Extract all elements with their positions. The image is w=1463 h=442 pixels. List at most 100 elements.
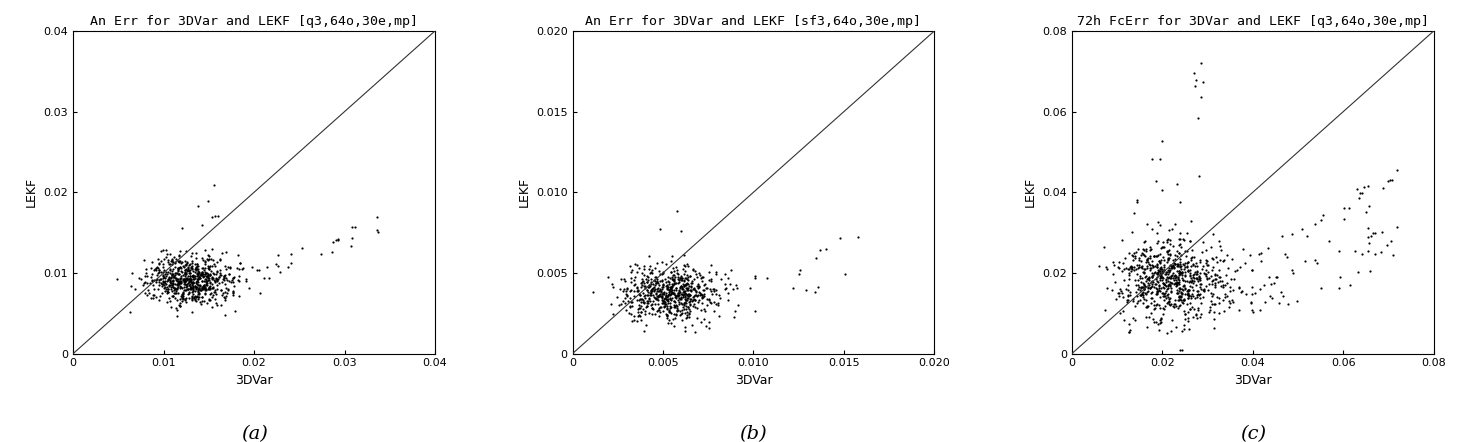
Point bbox=[1229, 289, 1252, 296]
Point bbox=[661, 280, 685, 287]
Point bbox=[1176, 279, 1200, 286]
Point bbox=[1135, 275, 1159, 282]
Point bbox=[1197, 275, 1220, 282]
Point bbox=[1144, 269, 1167, 276]
Point bbox=[1129, 258, 1153, 265]
Point bbox=[1121, 252, 1144, 259]
Point bbox=[244, 266, 268, 273]
Point bbox=[1213, 294, 1236, 301]
Point bbox=[674, 297, 698, 304]
Point bbox=[1128, 261, 1151, 268]
Point bbox=[676, 277, 699, 284]
Point bbox=[177, 288, 200, 295]
Text: (c): (c) bbox=[1239, 425, 1265, 442]
Point bbox=[165, 296, 189, 303]
Point bbox=[794, 286, 818, 293]
Point bbox=[199, 271, 222, 278]
Point bbox=[1159, 252, 1182, 259]
Point bbox=[168, 267, 192, 274]
Point bbox=[200, 285, 224, 292]
Point bbox=[190, 278, 214, 285]
Point bbox=[187, 286, 211, 293]
Point bbox=[198, 252, 221, 259]
Point bbox=[672, 301, 695, 309]
Point bbox=[1160, 263, 1184, 270]
Point bbox=[1129, 262, 1153, 269]
Point bbox=[669, 291, 692, 298]
Point bbox=[1153, 256, 1176, 263]
Point bbox=[1208, 277, 1232, 284]
Point bbox=[1147, 288, 1170, 295]
Point bbox=[1151, 305, 1175, 312]
Point bbox=[670, 294, 693, 301]
Point bbox=[1327, 248, 1350, 255]
Point bbox=[1371, 185, 1394, 192]
Point bbox=[669, 282, 692, 289]
Point bbox=[152, 274, 176, 281]
Point bbox=[628, 301, 651, 308]
Point bbox=[613, 285, 636, 292]
Point bbox=[1170, 283, 1194, 290]
Point bbox=[1122, 249, 1146, 256]
Point bbox=[657, 316, 680, 324]
Point bbox=[667, 287, 691, 294]
Point bbox=[173, 283, 196, 290]
Point bbox=[341, 224, 364, 231]
Point bbox=[149, 257, 173, 264]
Point bbox=[202, 256, 225, 263]
Point bbox=[167, 252, 190, 259]
Point bbox=[1157, 267, 1181, 274]
Point bbox=[1157, 255, 1181, 262]
Point bbox=[1239, 298, 1263, 305]
Point bbox=[631, 290, 654, 297]
Point bbox=[178, 277, 202, 284]
Point bbox=[170, 284, 193, 291]
Point bbox=[691, 292, 714, 299]
Point bbox=[714, 271, 737, 278]
Point bbox=[1124, 316, 1147, 324]
Point bbox=[1337, 204, 1361, 211]
Point bbox=[178, 276, 202, 283]
Point bbox=[200, 269, 224, 276]
Point bbox=[1141, 258, 1165, 265]
Point bbox=[704, 271, 727, 278]
Point bbox=[181, 285, 205, 292]
Point bbox=[1144, 285, 1167, 292]
Point bbox=[670, 316, 693, 323]
Point bbox=[184, 274, 208, 282]
Point bbox=[1179, 305, 1203, 312]
Point bbox=[639, 292, 663, 299]
Point bbox=[698, 319, 721, 326]
Point bbox=[1178, 286, 1201, 293]
Point bbox=[1094, 284, 1118, 291]
Point bbox=[658, 300, 682, 307]
Point bbox=[1141, 272, 1165, 279]
Point bbox=[680, 295, 704, 302]
Point bbox=[1146, 252, 1169, 259]
Point bbox=[1127, 245, 1150, 252]
Point bbox=[1153, 267, 1176, 274]
Point bbox=[177, 278, 200, 286]
Point bbox=[170, 279, 193, 286]
Point bbox=[193, 283, 217, 290]
Point bbox=[1093, 243, 1116, 250]
Point bbox=[1132, 281, 1156, 288]
Point bbox=[1206, 279, 1229, 286]
Point bbox=[673, 282, 696, 290]
Point bbox=[1375, 177, 1399, 184]
Point bbox=[170, 274, 193, 281]
Point bbox=[164, 274, 187, 281]
Point bbox=[178, 274, 202, 281]
Point bbox=[689, 271, 712, 278]
Point bbox=[1127, 297, 1150, 305]
Point bbox=[228, 265, 252, 272]
Point bbox=[1143, 304, 1166, 311]
Point bbox=[136, 286, 159, 293]
Point bbox=[181, 273, 205, 280]
Point bbox=[203, 278, 227, 286]
Point bbox=[1356, 233, 1380, 240]
Point bbox=[192, 283, 215, 290]
Point bbox=[170, 278, 193, 285]
Point bbox=[181, 282, 205, 290]
Point bbox=[672, 266, 695, 273]
